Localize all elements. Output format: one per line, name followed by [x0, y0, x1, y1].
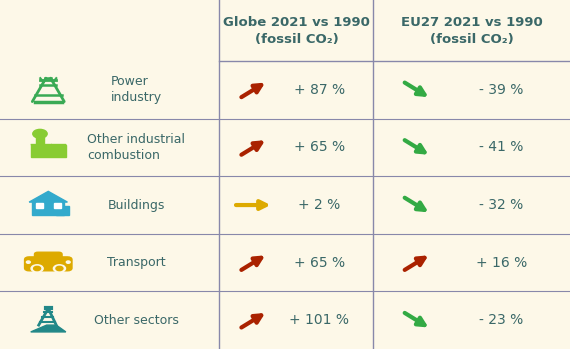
Text: Power
industry: Power industry: [111, 75, 162, 104]
FancyBboxPatch shape: [25, 257, 72, 271]
Text: Transport: Transport: [107, 256, 165, 269]
FancyBboxPatch shape: [56, 206, 69, 215]
Text: + 65 %: + 65 %: [294, 255, 345, 270]
Polygon shape: [29, 191, 67, 202]
Circle shape: [54, 265, 66, 272]
Circle shape: [33, 129, 47, 138]
FancyBboxPatch shape: [36, 202, 43, 208]
FancyBboxPatch shape: [34, 252, 62, 263]
Polygon shape: [31, 325, 66, 332]
Circle shape: [34, 266, 40, 270]
Text: - 39 %: - 39 %: [479, 83, 523, 97]
Text: - 23 %: - 23 %: [479, 313, 523, 327]
Text: + 16 %: + 16 %: [475, 255, 527, 270]
Circle shape: [56, 266, 63, 270]
Polygon shape: [31, 144, 66, 149]
Text: + 2 %: + 2 %: [298, 198, 341, 212]
Circle shape: [26, 261, 30, 263]
Text: EU27 2021 vs 1990
(fossil CO₂): EU27 2021 vs 1990 (fossil CO₂): [401, 16, 543, 45]
Text: Buildings: Buildings: [107, 199, 165, 211]
Text: + 87 %: + 87 %: [294, 83, 345, 97]
FancyBboxPatch shape: [32, 202, 64, 215]
FancyBboxPatch shape: [31, 144, 66, 157]
Text: Globe 2021 vs 1990
(fossil CO₂): Globe 2021 vs 1990 (fossil CO₂): [223, 16, 370, 45]
Text: + 65 %: + 65 %: [294, 140, 345, 155]
Text: Other industrial
combustion: Other industrial combustion: [87, 133, 185, 162]
Circle shape: [66, 261, 70, 263]
FancyBboxPatch shape: [35, 136, 44, 144]
Text: + 101 %: + 101 %: [290, 313, 349, 327]
Text: Other sectors: Other sectors: [93, 314, 178, 327]
Circle shape: [31, 265, 43, 272]
Text: - 41 %: - 41 %: [479, 140, 523, 155]
FancyBboxPatch shape: [54, 202, 60, 208]
Text: - 32 %: - 32 %: [479, 198, 523, 212]
